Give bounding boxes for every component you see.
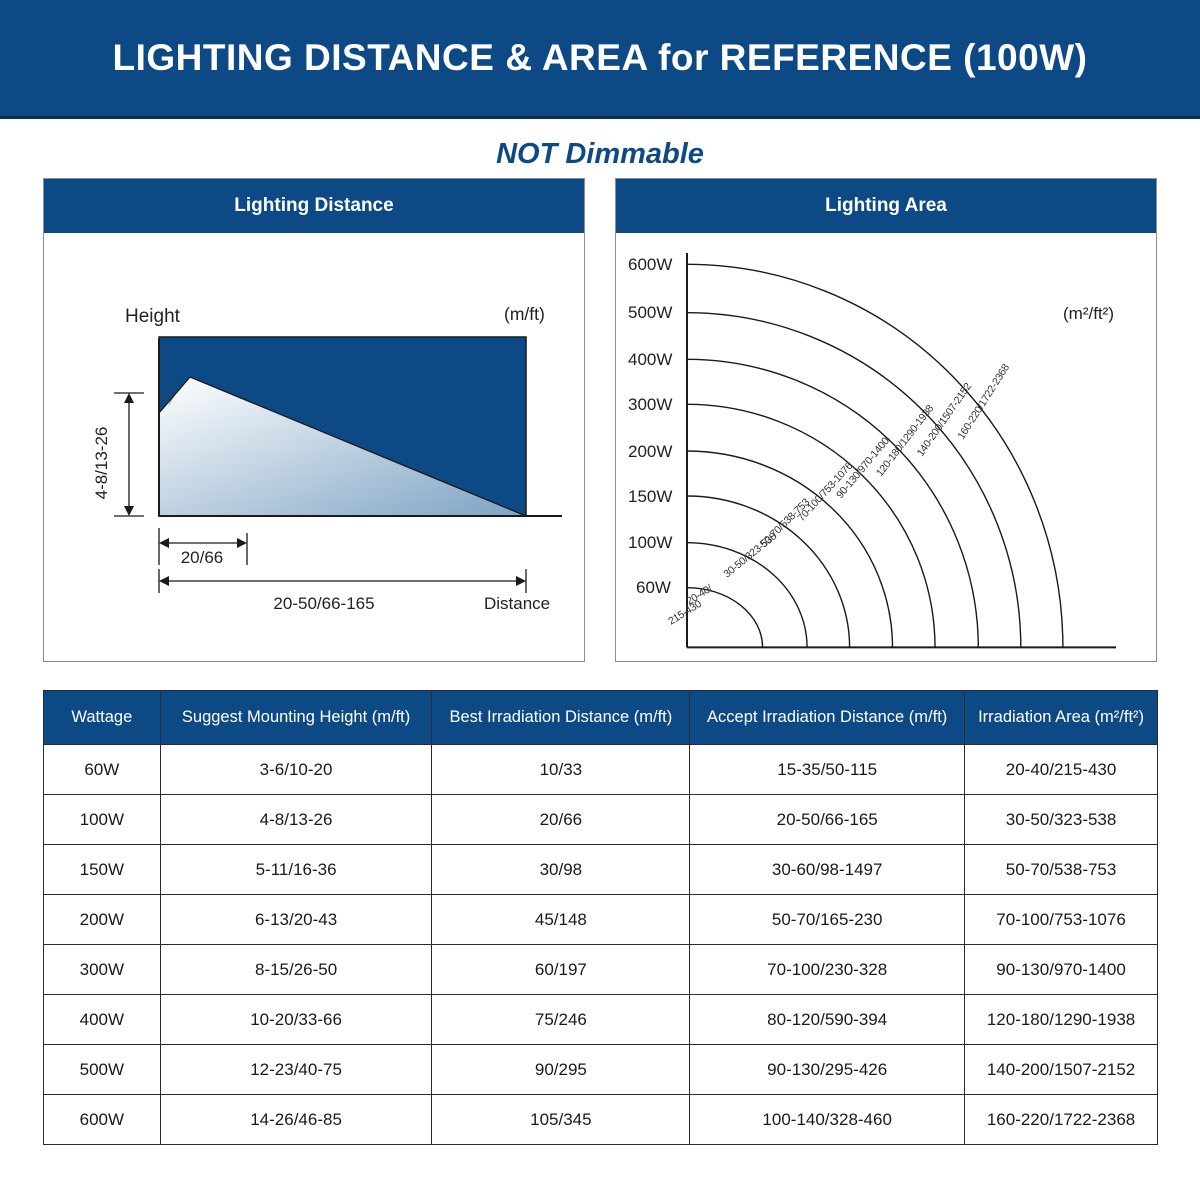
svg-text:200W: 200W — [628, 442, 672, 461]
svg-text:150W: 150W — [628, 487, 672, 506]
svg-text:60W: 60W — [636, 578, 671, 597]
svg-text:300W: 300W — [628, 395, 672, 414]
svg-text:600W: 600W — [628, 255, 672, 274]
svg-text:20-50/66-165: 20-50/66-165 — [273, 594, 374, 613]
svg-text:(m²/ft²): (m²/ft²) — [1063, 304, 1114, 323]
svg-text:4-8/13-26: 4-8/13-26 — [92, 427, 111, 500]
svg-text:500W: 500W — [628, 303, 672, 322]
svg-text:20/66: 20/66 — [181, 548, 224, 567]
svg-text:215-430: 215-430 — [666, 598, 704, 628]
svg-text:(m/ft): (m/ft) — [504, 304, 545, 324]
svg-text:Distance: Distance — [484, 594, 550, 613]
svg-text:400W: 400W — [628, 350, 672, 369]
svg-text:Height: Height — [125, 306, 181, 327]
svg-text:100W: 100W — [628, 533, 672, 552]
